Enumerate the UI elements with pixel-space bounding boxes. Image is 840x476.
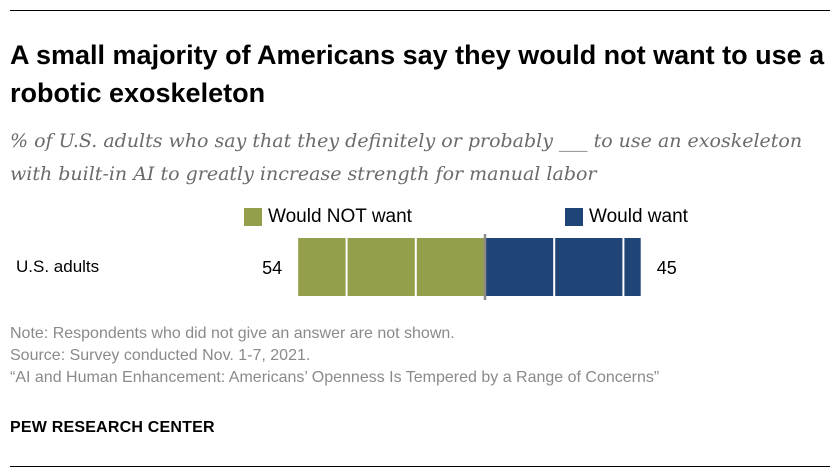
legend-label-not-want: Would NOT want [268, 206, 412, 227]
legend-swatch-want [565, 208, 583, 226]
notes-block: Note: Respondents who did not give an an… [10, 323, 659, 389]
category-label: U.S. adults [16, 257, 100, 276]
report-title: “AI and Human Enhancement: Americans’ Op… [10, 369, 660, 386]
bar-want [485, 238, 641, 296]
top-rule [10, 10, 830, 11]
bar-not-want [298, 238, 485, 296]
source-text: Source: Survey conducted Nov. 1-7, 2021. [10, 347, 311, 364]
chart-subtitle: % of U.S. adults who say that they defin… [10, 130, 803, 185]
legend-label-want: Would want [589, 206, 688, 227]
legend-item-not-want: Would NOT want [244, 206, 412, 228]
note-text: Note: Respondents who did not give an an… [10, 325, 455, 342]
bottom-rule [10, 466, 830, 467]
data-label-want: 45 [657, 258, 677, 278]
legend-swatch-not-want [244, 208, 262, 226]
brand-logo-text: PEW RESEARCH CENTER [10, 419, 215, 436]
legend-item-want: Would want [565, 206, 688, 228]
chart-title: A small majority of Americans say they w… [10, 40, 825, 108]
data-label-not-want: 54 [262, 258, 282, 278]
